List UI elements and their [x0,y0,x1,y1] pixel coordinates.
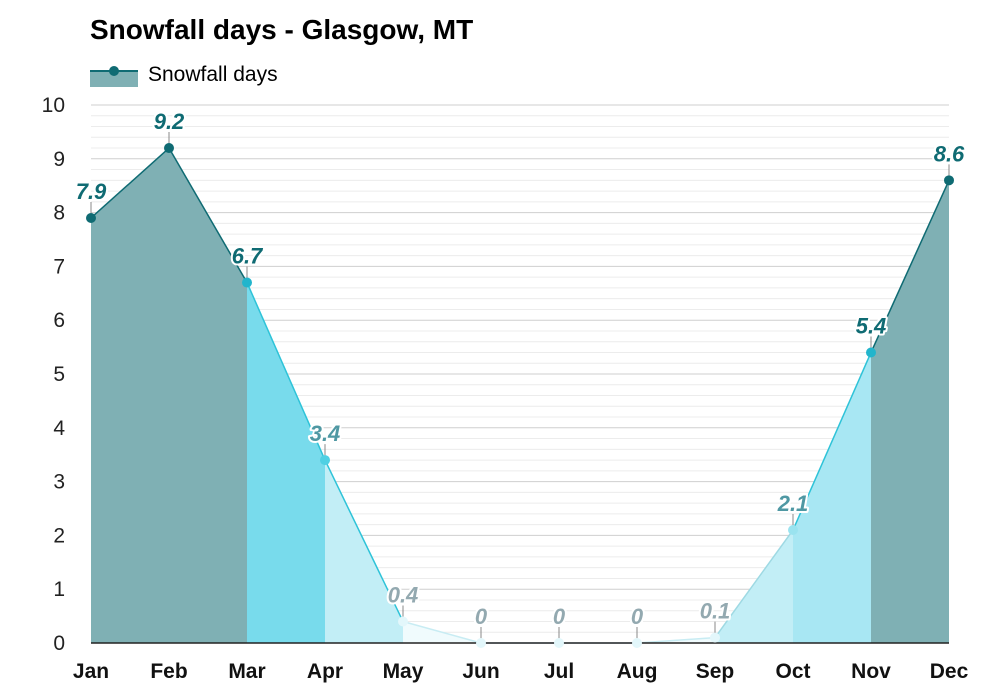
x-tick-label: Oct [775,660,810,683]
y-tick-label: 9 [53,148,65,171]
area-segment [247,282,325,643]
y-tick-label: 2 [53,524,65,547]
series-line [636,636,716,644]
data-point[interactable] [866,347,876,358]
data-point[interactable] [242,277,252,288]
data-point[interactable] [554,638,564,648]
data-label: 0.1 [700,599,731,624]
area-segment [793,352,871,643]
legend-swatch [90,66,138,87]
x-tick-label: Nov [851,660,891,683]
area-segment [169,148,247,644]
series-line [792,352,872,531]
y-tick-label: 5 [53,363,65,386]
data-label: 8.6 [934,141,965,166]
series-line [246,282,326,461]
x-tick-label: Jun [462,660,499,683]
data-point[interactable] [788,525,798,536]
series-line [402,620,482,644]
data-point[interactable] [398,616,408,627]
series-line [168,147,248,283]
data-label: 0.4 [388,582,419,607]
area-segment [91,148,169,644]
data-label: 9.2 [154,109,185,134]
series-line [870,180,950,353]
data-point[interactable] [86,212,96,223]
data-label: 5.4 [856,313,887,338]
x-tick-label: Aug [617,660,658,683]
y-tick-label: 7 [53,255,65,278]
data-label: 3.4 [310,421,341,446]
data-label: 0 [553,604,566,629]
legend[interactable]: Snowfall days [90,60,278,90]
legend-label: Snowfall days [148,63,278,86]
data-point[interactable] [632,638,642,648]
data-point[interactable] [164,143,174,154]
x-tick-label: Dec [930,660,969,683]
area-segment [871,180,949,643]
data-point[interactable] [944,175,954,186]
x-tick-label: May [383,660,424,683]
y-tick-label: 4 [53,417,65,440]
data-label: 7.9 [76,179,107,204]
x-tick-label: Feb [150,660,187,683]
y-tick-label: 10 [42,94,65,117]
series-line [714,529,794,639]
y-tick-label: 0 [53,632,65,655]
y-tick-label: 1 [53,578,65,601]
y-tick-label: 3 [53,471,65,494]
data-label: 0 [475,604,488,629]
data-point[interactable] [710,632,720,643]
data-label: 2.1 [777,491,809,516]
series-line [324,459,404,622]
x-tick-label: Mar [228,660,265,683]
x-tick-label: Jan [73,660,109,683]
x-tick-label: Jul [544,660,574,683]
area-segment [325,460,403,643]
data-point[interactable] [476,638,486,648]
area-segment [715,530,793,643]
y-tick-label: 8 [53,202,65,225]
y-tick-label: 6 [53,309,65,332]
x-tick-label: Apr [307,660,343,683]
series-line [90,147,170,219]
data-label: 6.7 [232,244,264,269]
data-point[interactable] [320,455,330,466]
chart-title: Snowfall days - Glasgow, MT [90,14,474,45]
x-tick-label: Sep [696,660,735,683]
data-label: 0 [631,604,644,629]
